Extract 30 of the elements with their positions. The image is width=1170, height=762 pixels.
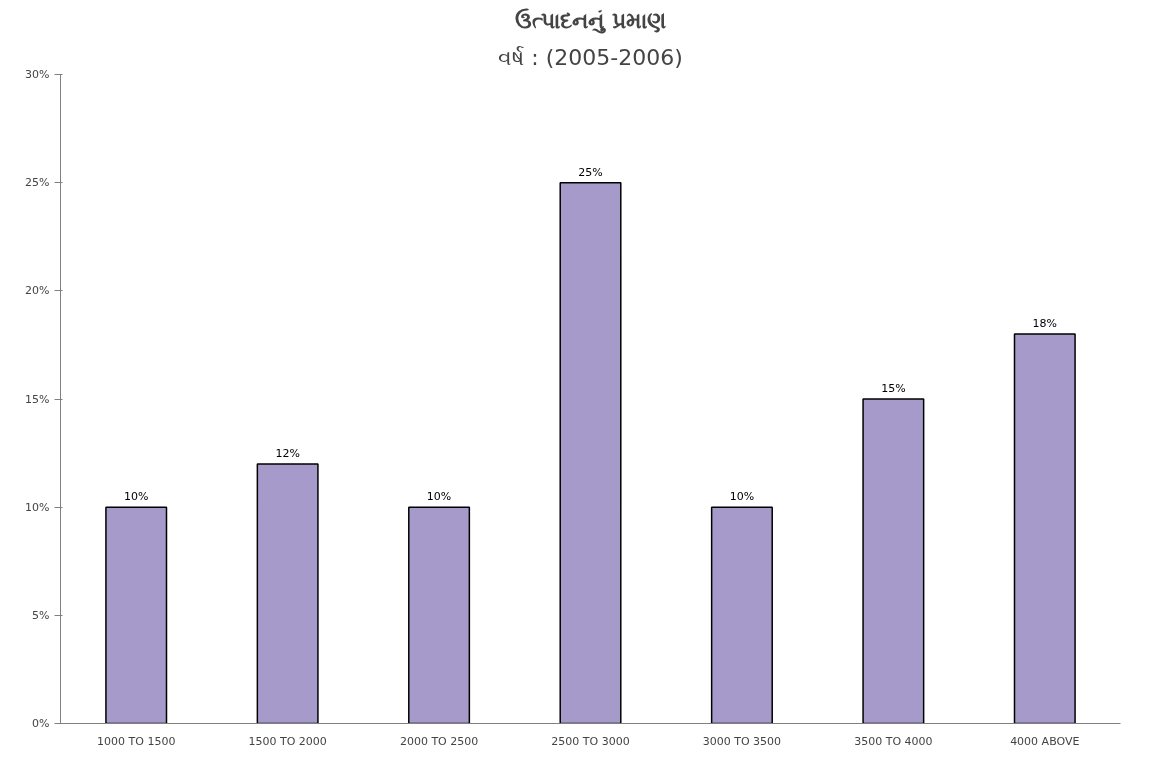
chart-title: ઉત્પાદનનું પ્રમાણ (515, 7, 666, 34)
x-tick-label: 4000 ABOVE (1010, 734, 1080, 748)
bar (1013, 333, 1076, 724)
x-tick-label: 1500 TO 2000 (248, 734, 327, 748)
x-tick-label: 2500 TO 3000 (551, 734, 630, 748)
data-label: 10% (426, 490, 452, 504)
bar (559, 181, 622, 724)
bar (105, 506, 168, 724)
chart-subtitle: વર્ષ : (2005-2006) (498, 44, 683, 70)
x-tick-label: 3500 TO 4000 (854, 734, 933, 748)
y-tick-label: 5% (32, 608, 50, 622)
y-tick-label: 15% (25, 392, 50, 406)
data-label: 18% (1032, 317, 1058, 331)
bar (862, 398, 925, 724)
bar (710, 506, 773, 724)
x-tick-label: 2000 TO 2500 (399, 734, 479, 748)
bar (408, 506, 471, 724)
y-tick-label: 0% (32, 717, 50, 730)
x-tick-label: 3000 TO 3500 (702, 734, 782, 748)
y-tick-label: 25% (25, 176, 50, 190)
data-label: 15% (881, 382, 906, 395)
bar (256, 463, 319, 724)
x-tick-label: 1000 TO 1500 (97, 734, 176, 748)
y-tick-label: 30% (25, 68, 50, 81)
data-label: 10% (729, 490, 755, 504)
y-tick-label: 20% (25, 284, 50, 298)
data-label: 10% (123, 490, 149, 504)
data-label: 25% (578, 165, 603, 179)
y-tick-label: 10% (25, 500, 50, 514)
data-label: 12% (275, 446, 300, 460)
